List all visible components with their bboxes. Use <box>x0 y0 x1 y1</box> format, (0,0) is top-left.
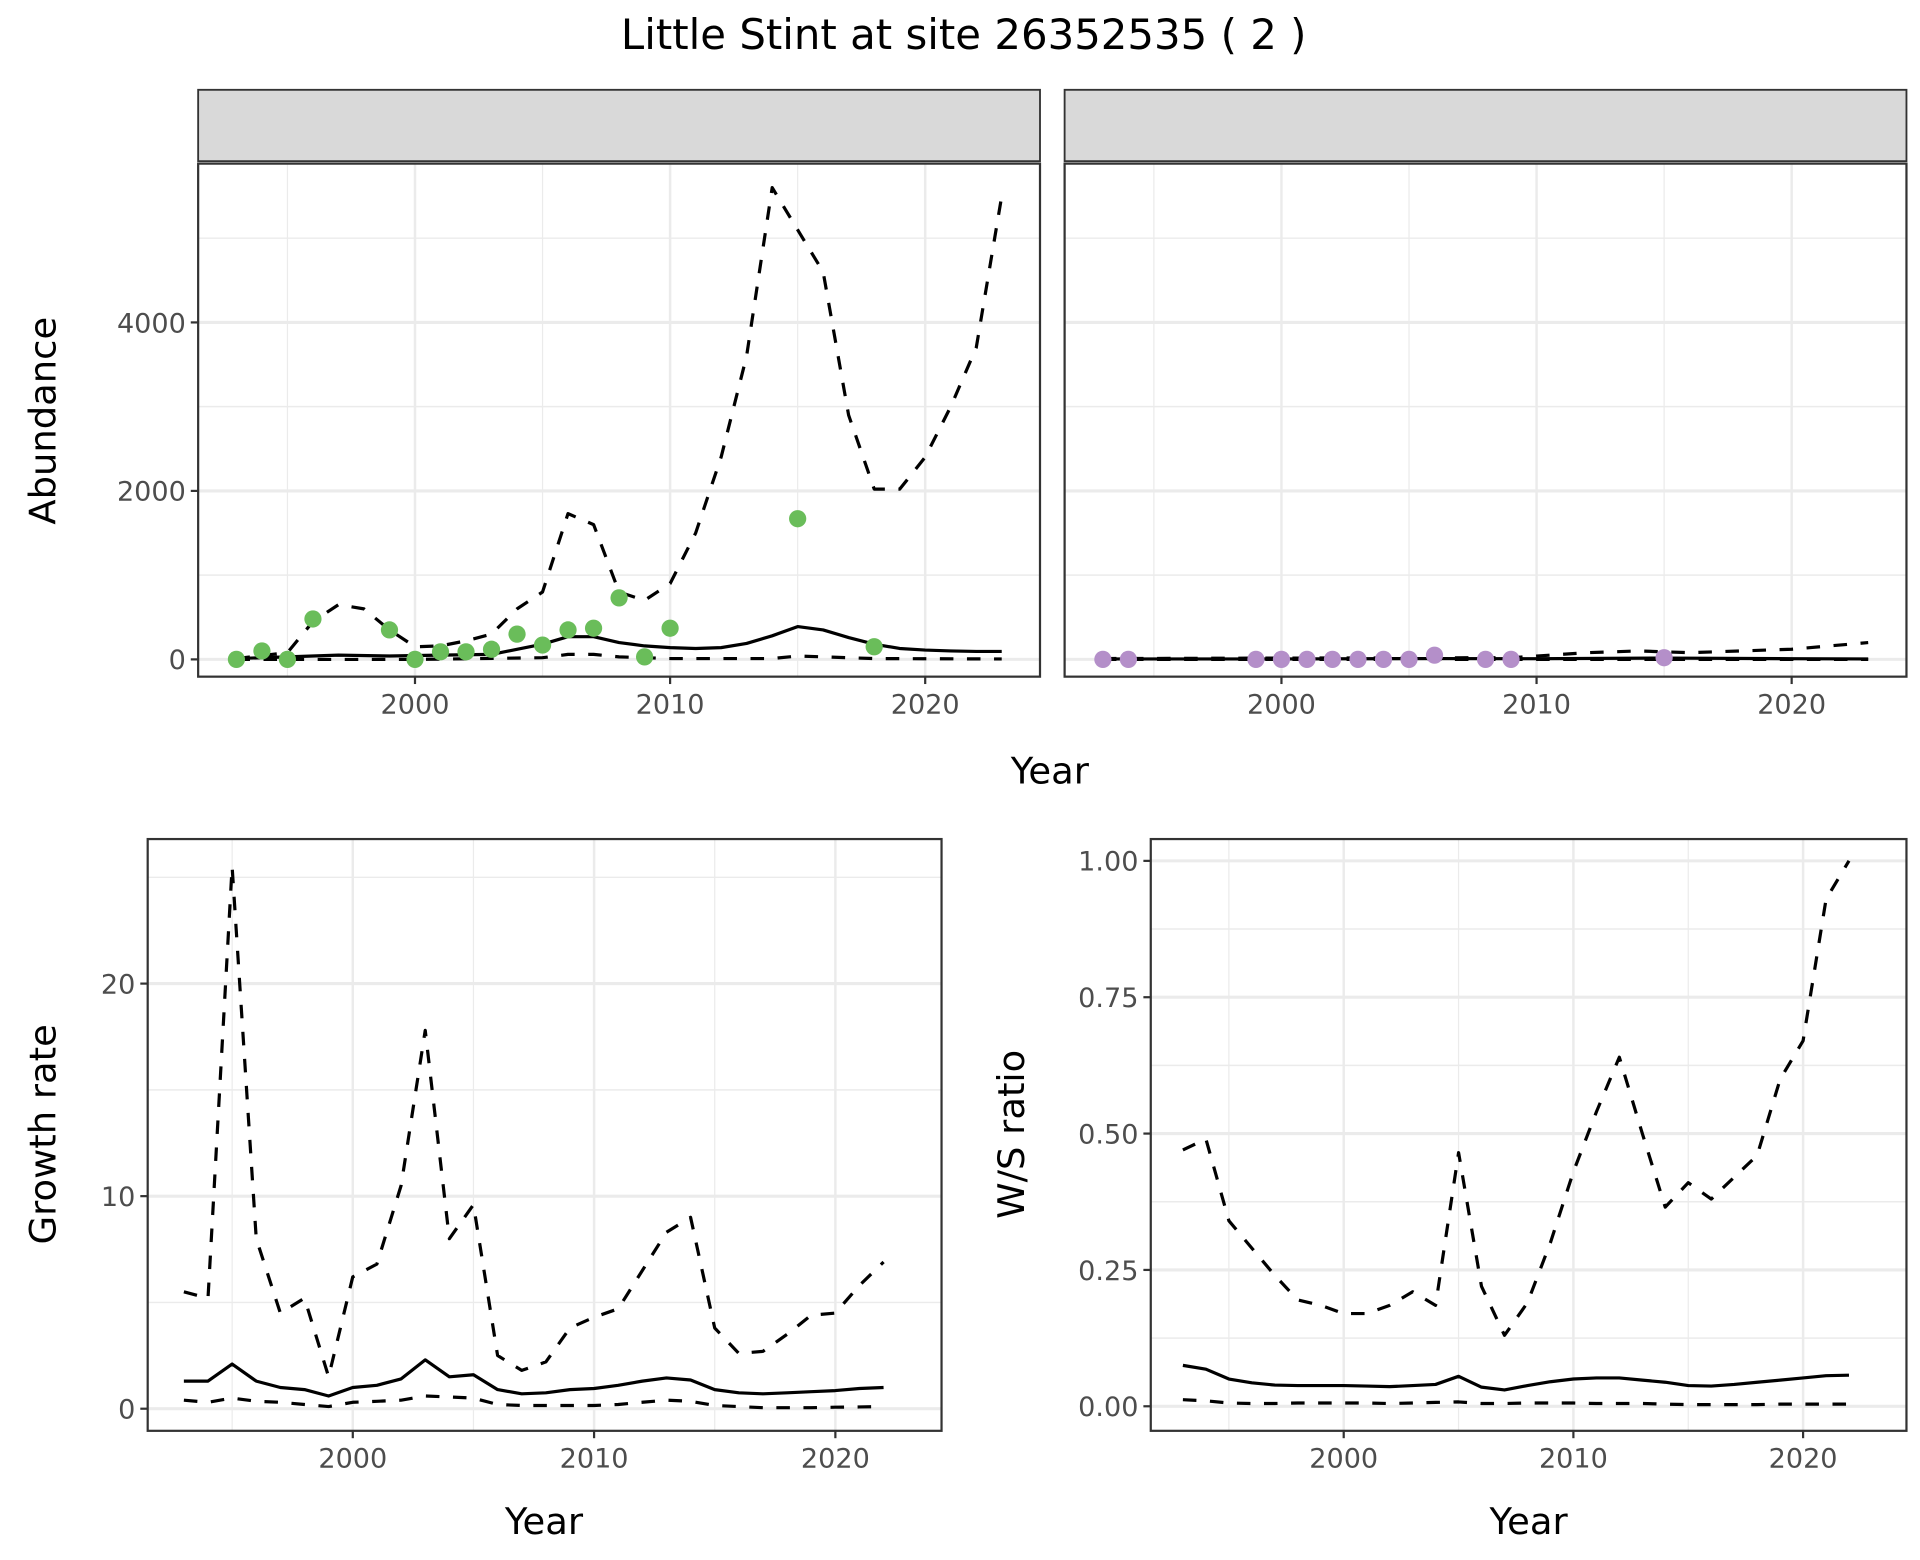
x-tick-label: 2010 <box>1539 1444 1608 1475</box>
data-point <box>661 619 679 637</box>
data-point <box>457 643 475 661</box>
data-point <box>1094 650 1112 668</box>
facet-strip <box>197 88 1041 163</box>
y-axis-title-abundance: Abundance <box>21 317 64 525</box>
data-point <box>1655 649 1673 667</box>
data-point <box>508 625 526 643</box>
x-tick-label: 2010 <box>636 690 705 721</box>
data-point <box>482 640 501 658</box>
mean-line <box>1182 1363 1850 1392</box>
data-point <box>789 510 807 528</box>
y-tick-label: 0.75 <box>1078 983 1138 1014</box>
y-tick-label: 4000 <box>117 308 186 339</box>
data-point <box>1119 650 1138 668</box>
data-point <box>584 619 603 637</box>
x-tick-label: 2020 <box>1769 1444 1838 1475</box>
data-point <box>1425 646 1444 664</box>
upper-line <box>183 865 885 1379</box>
lower-line <box>236 652 1002 662</box>
y-tick-label: 0.25 <box>1078 1256 1138 1287</box>
data-point <box>1476 650 1495 668</box>
x-axis-title-growth: Year <box>504 1500 584 1543</box>
panel-summer: 2000 2010 2020 0 2000 4000 <box>117 88 1042 721</box>
plot-background <box>1064 163 1907 677</box>
data-point <box>406 650 424 668</box>
y-tick-label: 0.50 <box>1078 1119 1138 1150</box>
data-point <box>1272 650 1291 668</box>
x-tick-label: 2000 <box>318 1444 387 1475</box>
data-point <box>1247 650 1265 668</box>
chart-title: Little Stint at site 26352535 ( 2 ) <box>621 10 1307 59</box>
x-tick-label: 2010 <box>1502 690 1571 721</box>
x-tick-label: 2020 <box>891 690 960 721</box>
facet-strip <box>1063 88 1908 163</box>
panel-border <box>1063 162 1908 678</box>
panel-winter: 2000 2010 2020 <box>1063 88 1908 721</box>
data-point <box>865 638 883 656</box>
y-tick-label: 1.00 <box>1078 847 1138 878</box>
y-tick-label: 20 <box>101 969 135 1000</box>
x-tick-label: 2020 <box>1757 690 1826 721</box>
panel-border <box>146 837 943 1432</box>
x-tick-label: 2020 <box>801 1444 870 1475</box>
data-point <box>253 642 271 660</box>
data-point <box>1323 650 1342 668</box>
x-axis-title-ratio: Year <box>1489 1500 1569 1543</box>
y-axis-title-growth: Growth rate <box>21 1024 64 1244</box>
y-tick-label: 2000 <box>117 477 186 508</box>
x-axis-title-top: Year <box>1010 750 1090 793</box>
data-point <box>533 636 552 654</box>
panel-growth: 2000 2010 2020 0 10 20 <box>101 837 943 1475</box>
panel-border <box>197 162 1042 678</box>
x-tick-label: 2000 <box>381 690 450 721</box>
x-tick-label: 2010 <box>560 1444 629 1475</box>
panel-border <box>1149 837 1908 1432</box>
data-point <box>1298 650 1316 668</box>
data-point <box>431 643 450 661</box>
mean-line <box>183 1358 884 1398</box>
panel-ratio: 2000 2010 2020 0.00 0.25 0.50 0.75 1.00 <box>1078 837 1908 1475</box>
data-point <box>380 621 399 639</box>
x-tick-label: 2000 <box>1309 1444 1378 1475</box>
data-point <box>227 650 246 668</box>
data-point <box>1349 650 1367 668</box>
data-point <box>278 650 297 668</box>
data-point <box>610 589 628 607</box>
data-point <box>635 648 654 666</box>
y-tick-label: 0 <box>169 645 186 676</box>
data-point <box>1374 650 1393 668</box>
data-point <box>1502 650 1520 668</box>
data-point <box>1400 650 1418 668</box>
x-tick-label: 2000 <box>1247 690 1316 721</box>
data-point <box>559 621 577 639</box>
y-axis-title-ratio: W/S ratio <box>990 1050 1033 1219</box>
data-point <box>304 610 322 628</box>
y-tick-label: 0.00 <box>1078 1392 1138 1423</box>
plot-background <box>147 839 942 1431</box>
y-tick-label: 10 <box>101 1182 135 1213</box>
lower-line <box>183 1394 884 1410</box>
y-tick-label: 0 <box>118 1395 135 1426</box>
lower-line <box>1182 1398 1849 1407</box>
